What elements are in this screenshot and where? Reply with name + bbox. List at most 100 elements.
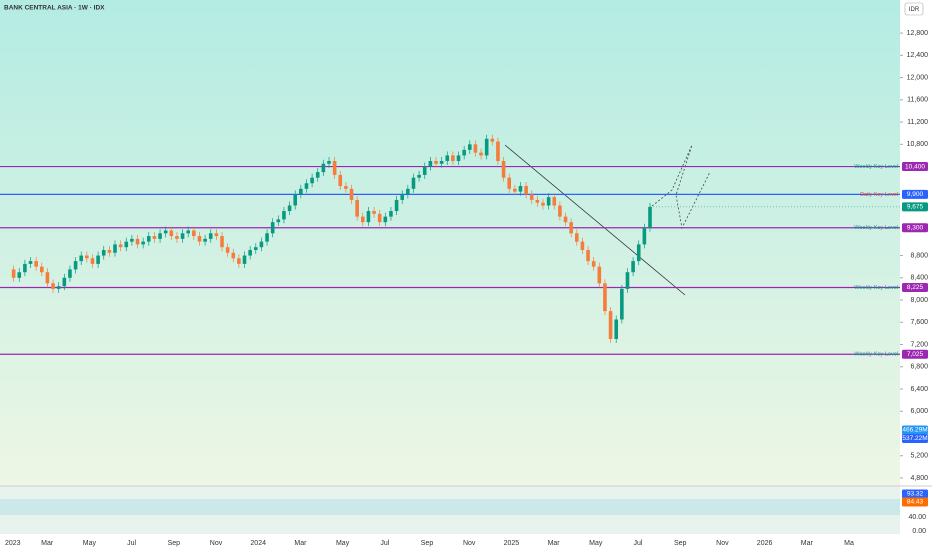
x-tick-label: Sep xyxy=(168,540,181,547)
x-tick-label: 2025 xyxy=(504,540,520,547)
key-level-tag: 7,025 xyxy=(907,351,924,358)
x-tick-label: Sep xyxy=(421,540,434,547)
oscillator-tick-label: 0.00 xyxy=(912,528,926,535)
candle xyxy=(101,249,106,256)
candle xyxy=(439,160,444,164)
candle xyxy=(45,272,50,284)
oscillator-tag-bg xyxy=(902,489,928,499)
candle xyxy=(276,219,281,223)
candle xyxy=(535,199,540,203)
key-level-name: Weekly Key Level xyxy=(854,352,898,358)
candle xyxy=(113,244,117,253)
candle xyxy=(90,258,95,264)
candle xyxy=(603,283,607,312)
candle xyxy=(648,206,652,228)
y-tick-label: 12,000 xyxy=(907,74,929,81)
candle xyxy=(580,241,585,250)
y-tick-label: 7,600 xyxy=(910,319,928,326)
oscillator-tag: 84.43 xyxy=(907,499,924,506)
candle xyxy=(96,255,100,264)
candle xyxy=(293,194,298,206)
candle xyxy=(642,227,647,245)
candle xyxy=(259,241,264,248)
candle xyxy=(321,163,326,173)
candle xyxy=(394,199,399,212)
x-tick-label: Nov xyxy=(210,540,223,547)
candle xyxy=(287,205,292,212)
currency-box[interactable] xyxy=(904,2,924,16)
candle xyxy=(355,199,359,217)
candle xyxy=(513,188,517,192)
oscillator-tag-bg xyxy=(902,497,928,507)
candle xyxy=(541,202,545,206)
x-tick-label: 2024 xyxy=(250,540,266,547)
candle xyxy=(406,188,410,195)
x-tick-label: Sep xyxy=(674,540,687,547)
candle xyxy=(507,177,512,189)
candle xyxy=(180,233,185,239)
candle xyxy=(490,138,495,142)
y-tick-label: 10,800 xyxy=(907,141,929,148)
candle xyxy=(17,272,22,278)
candle xyxy=(253,247,258,250)
x-tick-label: Jul xyxy=(127,540,136,547)
key-level-tag-bg xyxy=(902,223,928,233)
candle xyxy=(558,205,562,217)
candle xyxy=(152,236,157,239)
last-price-tag-bg xyxy=(902,202,928,212)
x-tick-label: Mar xyxy=(801,540,814,547)
price-pane xyxy=(0,0,900,486)
candle xyxy=(146,236,151,242)
candle xyxy=(23,263,27,273)
volume-tag: 466.29M xyxy=(902,427,927,434)
x-tick-label: Nov xyxy=(716,540,729,547)
y-tick-label: 8,800 xyxy=(910,252,928,259)
time-axis xyxy=(0,534,932,550)
candle xyxy=(383,216,388,223)
chart-title: BANK CENTRAL ASIA · 1W · IDX xyxy=(4,5,105,12)
candle xyxy=(225,247,230,253)
candle xyxy=(237,258,241,264)
y-tick-label: 5,200 xyxy=(910,453,928,460)
x-tick-label: May xyxy=(589,540,603,547)
y-tick-label: 4,800 xyxy=(910,475,928,482)
y-tick-label: 8,000 xyxy=(910,297,928,304)
x-tick-label: Mar xyxy=(548,540,561,547)
candle xyxy=(192,230,196,237)
candle xyxy=(377,213,382,223)
candle xyxy=(39,266,44,273)
candle xyxy=(372,211,376,214)
x-tick-label: May xyxy=(336,540,350,547)
key-level-name: Daily Key Level xyxy=(860,192,898,198)
candle xyxy=(51,283,55,289)
candle xyxy=(282,211,286,220)
candle xyxy=(338,174,343,187)
projection xyxy=(651,144,711,230)
x-tick-label: May xyxy=(83,540,97,547)
candle xyxy=(56,286,61,289)
candle xyxy=(422,166,427,175)
candle xyxy=(231,252,236,259)
candle xyxy=(636,244,641,262)
candle xyxy=(62,277,67,287)
candle xyxy=(563,216,568,223)
key-level-tag: 9,300 xyxy=(907,224,924,231)
candle xyxy=(518,186,523,192)
candle xyxy=(467,144,472,150)
candle xyxy=(270,222,275,234)
candle xyxy=(265,233,269,242)
y-tick-label: 6,400 xyxy=(910,386,928,393)
candle xyxy=(529,194,534,200)
x-tick-label: Jul xyxy=(634,540,643,547)
candle xyxy=(186,230,191,234)
candle xyxy=(85,255,89,259)
candle xyxy=(366,211,371,223)
candle xyxy=(130,238,134,242)
candle xyxy=(208,233,213,239)
candle xyxy=(434,160,438,164)
candle xyxy=(242,255,247,264)
y-tick-label: 11,600 xyxy=(907,97,928,104)
oscillator-band xyxy=(0,499,900,515)
currency: IDR xyxy=(909,7,920,13)
oscillator-tag: 93.32 xyxy=(907,491,924,498)
